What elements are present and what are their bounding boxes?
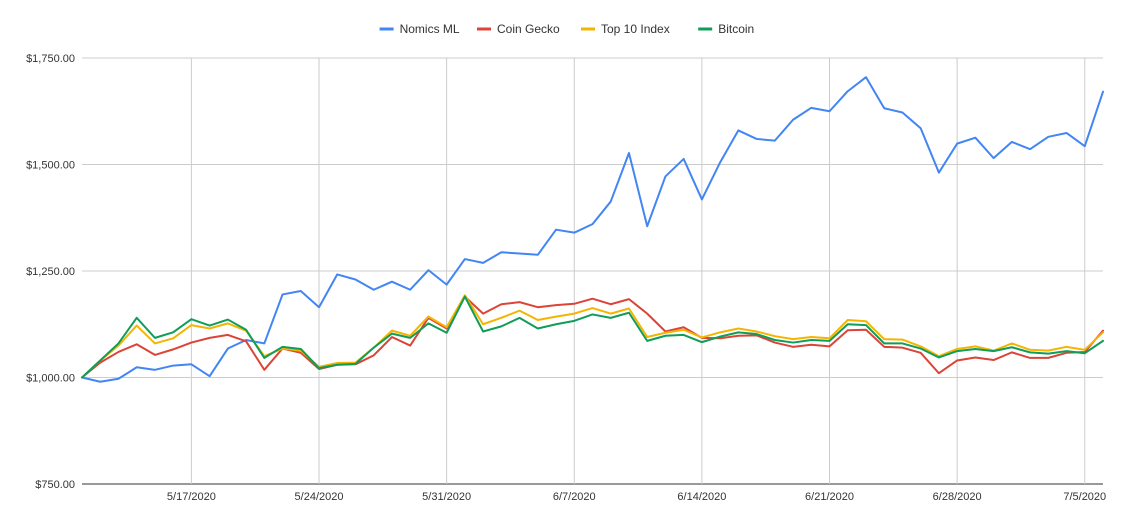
x-tick-label: 6/28/2020 <box>933 491 982 503</box>
legend-label: Bitcoin <box>718 22 754 36</box>
y-tick-label: $1,500.00 <box>26 160 75 172</box>
legend-item[interactable]: Coin Gecko <box>477 22 560 36</box>
grid-layer <box>82 57 1103 485</box>
x-tick-label: 6/7/2020 <box>553 491 596 503</box>
series-line-coin-gecko <box>81 295 1104 379</box>
legend-item[interactable]: Nomics ML <box>379 22 460 36</box>
legend[interactable]: Nomics ML Coin Gecko Top 10 Index Bitcoin <box>379 22 755 36</box>
y-tick-label: $1,000.00 <box>26 373 75 385</box>
legend-item[interactable]: Bitcoin <box>698 22 754 36</box>
series-line-nomics-ml <box>81 76 1104 383</box>
y-tick-label: $750.00 <box>35 479 75 491</box>
legend-label: Nomics ML <box>400 22 460 36</box>
x-tick-label: 7/5/2020 <box>1063 491 1106 503</box>
x-tick-label: 6/21/2020 <box>805 491 854 503</box>
legend-label: Coin Gecko <box>497 22 560 36</box>
y-tick-label: $1,750.00 <box>26 53 75 65</box>
x-tick-label: 6/14/2020 <box>677 491 726 503</box>
y-tick-label: $1,250.00 <box>26 266 75 278</box>
legend-label: Top 10 Index <box>601 22 670 36</box>
series-layer <box>81 76 1104 383</box>
x-tick-label: 5/17/2020 <box>167 491 216 503</box>
x-tick-label: 5/24/2020 <box>295 491 344 503</box>
axis-layer: $750.00 $1,000.00 $1,250.00 $1,500.00 $1,750… <box>26 53 1106 503</box>
series-line-bitcoin <box>81 295 1104 379</box>
legend-item[interactable]: Top 10 Index <box>581 22 670 36</box>
x-tick-label: 5/31/2020 <box>422 491 471 503</box>
